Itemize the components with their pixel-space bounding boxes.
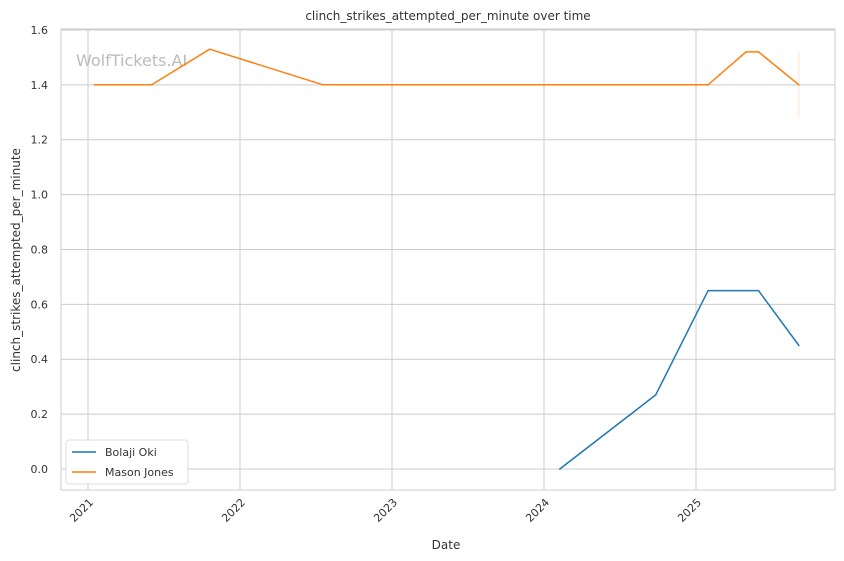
y-tick-label: 1.4 <box>31 79 49 92</box>
y-axis-label: clinch_strikes_attempted_per_minute <box>9 148 23 372</box>
y-tick-label: 0.0 <box>31 463 49 476</box>
y-tick-label: 0.6 <box>31 298 49 311</box>
legend-label-mason-jones: Mason Jones <box>105 466 174 479</box>
y-tick-label: 0.4 <box>31 353 49 366</box>
data-point-bolaji-oki <box>707 289 709 292</box>
data-point-bolaji-oki <box>558 468 561 470</box>
data-point-bolaji-oki <box>798 344 800 347</box>
x-tick-label: 2022 <box>219 496 248 525</box>
data-point-mason-jones <box>150 84 153 86</box>
y-tick-label: 1.0 <box>31 189 49 202</box>
data-point-bolaji-oki <box>757 289 760 292</box>
x-tick-label: 2023 <box>371 496 400 525</box>
legend: Bolaji Oki Mason Jones <box>65 439 189 485</box>
x-tick-label: 2025 <box>675 496 704 525</box>
x-tick-label: 2024 <box>523 496 552 525</box>
series-line-mason-jones <box>94 48 800 86</box>
data-point-mason-jones <box>745 51 747 53</box>
y-tick-label: 0.2 <box>31 408 49 421</box>
data-point-mason-jones <box>93 84 96 86</box>
y-tick-label: 0.8 <box>31 243 49 256</box>
legend-label-bolaji-oki: Bolaji Oki <box>105 446 157 459</box>
x-axis-label: Date <box>432 538 461 552</box>
data-point-mason-jones <box>798 84 800 86</box>
y-tick-label: 1.2 <box>31 134 49 147</box>
data-point-mason-jones <box>757 51 760 53</box>
data-point-mason-jones <box>322 84 324 86</box>
data-point-mason-jones <box>707 84 709 86</box>
data-point-bolaji-oki <box>654 394 657 396</box>
x-tick-label: 2021 <box>67 496 96 525</box>
chart-title: clinch_strikes_attempted_per_minute over… <box>305 9 590 23</box>
series-line-bolaji-oki <box>559 289 800 470</box>
data-point-mason-jones <box>208 48 211 50</box>
watermark: WolfTickets.AI <box>76 51 187 70</box>
plot-frame <box>60 28 836 491</box>
y-tick-label: 1.6 <box>31 24 49 37</box>
